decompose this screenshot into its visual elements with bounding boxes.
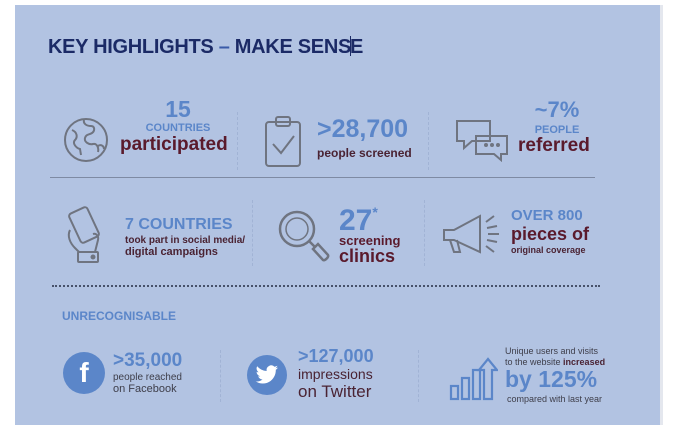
coverage-line2: original coverage <box>511 245 586 255</box>
referred-number: ~7% <box>534 97 580 122</box>
screened-number: >28,700 <box>317 115 409 143</box>
website-line2: to the website increased <box>505 357 605 367</box>
chat-bubbles-icon <box>454 118 510 162</box>
page-title: KEY HIGHLIGHTS – MAKE SENSE <box>48 36 363 59</box>
page-edge <box>660 5 663 425</box>
website-line3: compared with last year <box>507 394 603 404</box>
section-separator <box>50 177 595 178</box>
section-label: UNRECOGNISABLE <box>62 309 177 323</box>
screened-sub: people screened <box>317 146 412 160</box>
twitter-number: >127,000 <box>298 346 374 366</box>
website-line2-text: to the website <box>505 357 564 367</box>
countries-sub: participated <box>120 134 228 155</box>
coverage-line1: pieces of <box>511 224 590 244</box>
twitter-line1: impressions <box>298 366 373 382</box>
campaigns-line2: digital campaigns <box>125 246 218 258</box>
coverage-number: OVER 800 <box>511 207 583 224</box>
title-text-2: MAKE SENS <box>229 36 352 58</box>
website-big: by 125% <box>505 366 598 392</box>
divider <box>428 112 430 170</box>
clinics-number: 27* <box>339 204 378 238</box>
text-cursor <box>350 36 352 56</box>
countries-label: COUNTRIES <box>145 122 211 134</box>
growth-chart-icon <box>448 356 498 402</box>
divider <box>237 112 239 170</box>
divider <box>252 200 254 266</box>
facebook-number: >35,000 <box>113 350 183 371</box>
dotted-separator <box>52 285 600 287</box>
twitter-icon <box>247 355 287 395</box>
megaphone-icon <box>440 212 504 256</box>
divider <box>418 350 420 402</box>
divider <box>424 200 426 266</box>
facebook-line1: people reached <box>113 372 182 383</box>
magnifier-icon <box>276 208 330 262</box>
clinics-value: 27 <box>339 204 373 237</box>
referred-label: PEOPLE <box>534 124 580 136</box>
campaigns-number: 7 COUNTRIES <box>125 216 233 233</box>
divider <box>220 350 222 402</box>
hand-phone-icon <box>64 206 108 264</box>
clinics-line1: screening <box>339 233 401 248</box>
clinics-line2: clinics <box>339 246 396 266</box>
title-text-3: E <box>350 36 364 58</box>
title-dash: – <box>218 36 230 58</box>
title-text: KEY HIGHLIGHTS <box>48 36 219 58</box>
infographic-panel <box>15 5 660 425</box>
facebook-line2: on Facebook <box>113 383 177 395</box>
website-line1: Unique users and visits <box>505 346 599 356</box>
globe-icon <box>62 116 110 164</box>
clinics-footnote-mark: * <box>372 204 378 220</box>
facebook-glyph: f <box>79 357 89 388</box>
website-increased: increased <box>563 357 606 367</box>
referred-sub: referred <box>518 135 590 156</box>
countries-number: 15 <box>165 96 191 122</box>
twitter-line2: on Twitter <box>298 382 372 401</box>
clipboard-check-icon <box>263 114 303 168</box>
facebook-icon: f <box>63 352 105 394</box>
campaigns-line1: took part in social media/ <box>125 235 246 246</box>
